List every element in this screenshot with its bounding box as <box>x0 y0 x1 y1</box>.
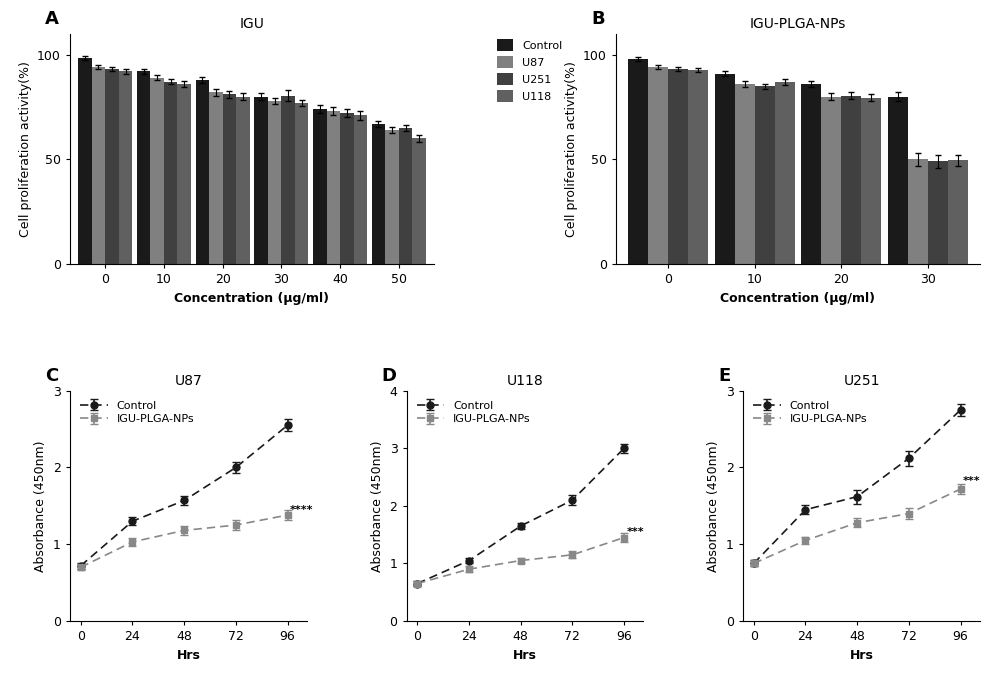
Legend: Control, IGU-PLGA-NPs: Control, IGU-PLGA-NPs <box>749 396 872 429</box>
Text: D: D <box>382 367 397 385</box>
Bar <box>948 161 968 264</box>
Bar <box>775 82 795 264</box>
Text: E: E <box>718 367 730 385</box>
Text: ***: *** <box>626 526 644 537</box>
Bar <box>412 138 426 264</box>
Bar <box>327 111 340 264</box>
Bar <box>209 92 223 264</box>
Legend: Control, IGU-PLGA-NPs: Control, IGU-PLGA-NPs <box>412 396 535 429</box>
Bar <box>254 97 268 264</box>
X-axis label: Concentration (μg/ml): Concentration (μg/ml) <box>175 292 330 304</box>
Bar <box>354 115 367 264</box>
Bar <box>399 128 412 264</box>
X-axis label: Concentration (μg/ml): Concentration (μg/ml) <box>720 292 876 304</box>
Legend: Control, U87, U251, U118: Control, U87, U251, U118 <box>492 34 567 106</box>
Bar <box>908 159 928 264</box>
Bar <box>755 86 775 264</box>
Bar <box>841 95 861 264</box>
Y-axis label: Absorbance (450nm): Absorbance (450nm) <box>34 440 47 572</box>
Bar <box>648 68 668 264</box>
Bar <box>150 78 164 264</box>
X-axis label: Hrs: Hrs <box>177 649 200 662</box>
Y-axis label: Absorbance (450nm): Absorbance (450nm) <box>371 440 384 572</box>
Bar <box>164 82 177 264</box>
Text: ****: **** <box>290 505 313 515</box>
Bar <box>372 124 385 264</box>
Bar <box>801 84 821 264</box>
Bar <box>105 70 119 264</box>
Title: U251: U251 <box>843 374 880 388</box>
Bar <box>295 103 308 264</box>
Bar <box>196 80 209 264</box>
Bar <box>340 113 354 264</box>
Bar <box>313 109 327 264</box>
Bar <box>92 68 105 264</box>
Text: ***: *** <box>963 477 980 486</box>
Bar <box>861 98 881 264</box>
Bar <box>385 130 399 264</box>
Text: C: C <box>45 367 58 385</box>
Y-axis label: Cell proliferation activity(%): Cell proliferation activity(%) <box>565 61 578 237</box>
Text: B: B <box>591 10 605 28</box>
Bar <box>668 70 688 264</box>
Bar <box>821 97 841 264</box>
Bar <box>281 95 295 264</box>
Y-axis label: Absorbance (450nm): Absorbance (450nm) <box>707 440 720 572</box>
Bar <box>137 72 150 264</box>
Bar <box>715 74 735 264</box>
X-axis label: Hrs: Hrs <box>513 649 537 662</box>
Bar <box>177 84 191 264</box>
Title: IGU-PLGA-NPs: IGU-PLGA-NPs <box>750 17 846 31</box>
Bar <box>223 95 236 264</box>
Text: A: A <box>45 10 59 28</box>
Bar <box>78 58 92 264</box>
X-axis label: Hrs: Hrs <box>850 649 873 662</box>
Title: U118: U118 <box>507 374 543 388</box>
Bar <box>628 59 648 264</box>
Bar <box>236 97 250 264</box>
Bar <box>928 161 948 264</box>
Title: U87: U87 <box>175 374 202 388</box>
Bar <box>735 84 755 264</box>
Bar <box>888 97 908 264</box>
Bar <box>688 70 708 264</box>
Y-axis label: Cell proliferation activity(%): Cell proliferation activity(%) <box>19 61 32 237</box>
Bar <box>119 72 132 264</box>
Legend: Control, IGU-PLGA-NPs: Control, IGU-PLGA-NPs <box>76 396 199 429</box>
Title: IGU: IGU <box>240 17 264 31</box>
Bar <box>268 101 281 264</box>
